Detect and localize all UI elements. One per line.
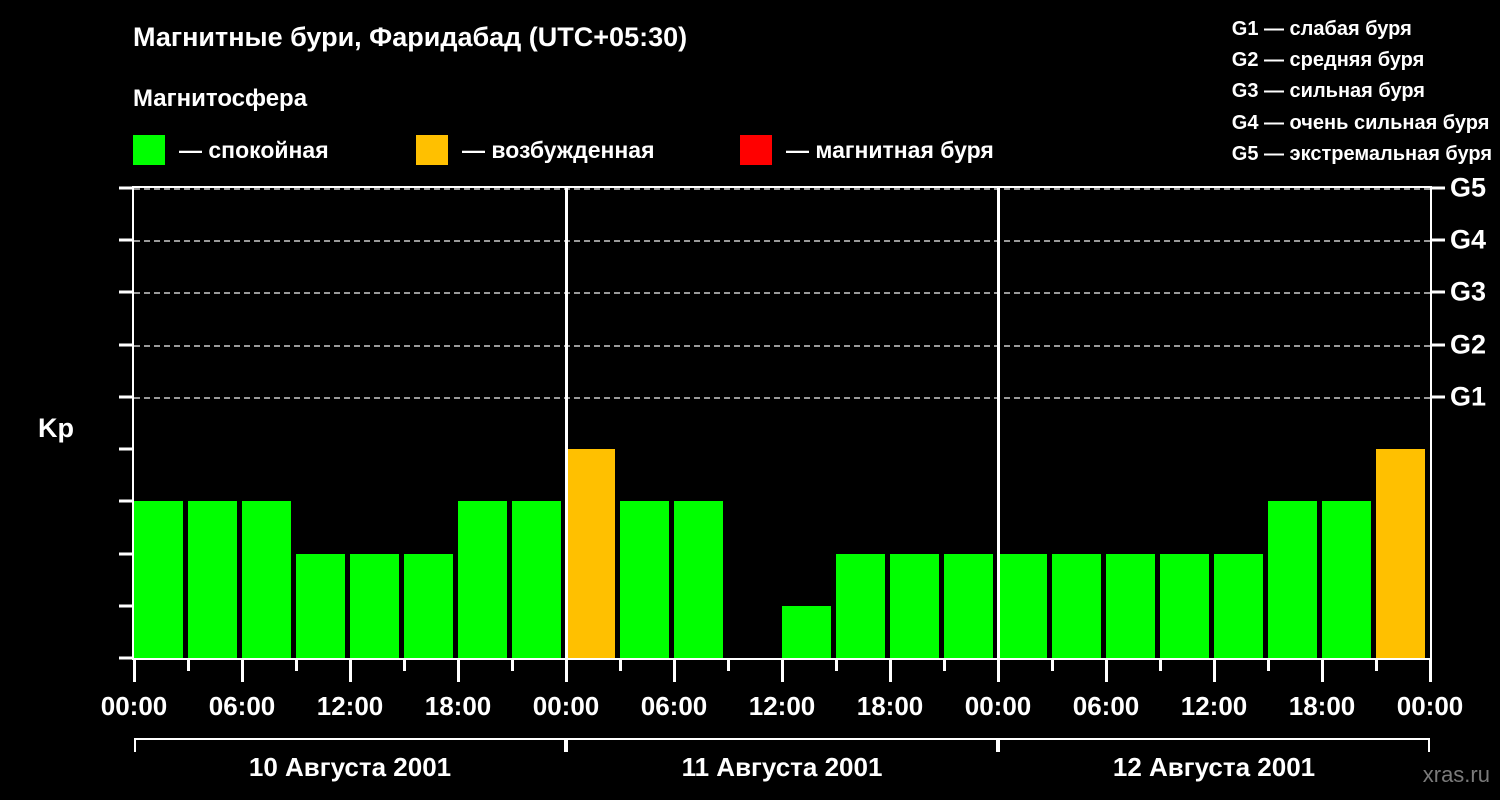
g-tick-mark-G3 (1432, 290, 1445, 294)
plot-inner (134, 188, 1430, 658)
gridline-kp-9 (134, 188, 1430, 190)
gridline-kp-7 (134, 292, 1430, 295)
state-legend: — спокойная — возбужденная — магнитная бур… (133, 135, 1033, 169)
g-tick-mark-G1 (1432, 395, 1445, 399)
gridline-kp-5 (134, 396, 1430, 399)
legend-item-calm: — спокойная (133, 135, 329, 165)
legend-label-calm: — спокойная (179, 136, 329, 163)
storm-scale-row-g4: G4 — очень сильная буря (1231, 111, 1490, 134)
legend-swatch-storm-icon (740, 135, 772, 165)
bar (1160, 553, 1209, 658)
y-tick-mark-4 (119, 447, 132, 451)
bar (1322, 501, 1371, 658)
storm-scale-row-g3: G3 — сильная буря (1231, 80, 1425, 103)
bar (1376, 449, 1425, 658)
y-tick-mark-9 (119, 186, 132, 190)
day-bracket (134, 738, 566, 752)
bar (674, 501, 723, 658)
legend-label-storm: — магнитная буря (786, 136, 994, 163)
day-label: 12 Августа 2001 (1112, 752, 1316, 782)
bar (1214, 553, 1263, 658)
bar (1106, 553, 1155, 658)
storm-scale-row-g2: G2 — средняя буря (1231, 49, 1425, 72)
bar (350, 553, 399, 658)
y-axis-title: Kp (38, 412, 74, 443)
bar (836, 553, 885, 658)
gridline-kp-6 (134, 344, 1430, 347)
bar (242, 501, 291, 658)
bar (890, 553, 939, 658)
bar (620, 501, 669, 658)
bar (566, 449, 615, 658)
y-tick-mark-0 (119, 656, 132, 660)
bar (512, 501, 561, 658)
page-title: Магнитные бури, Фаридабад (UTC+05:30) (133, 22, 688, 52)
y-tick-mark-5 (119, 395, 132, 399)
storm-scale-legend: G1 — слабая буря G2 — средняя буря G3 — си… (1232, 14, 1492, 170)
g-tick-label-G3: G3 (1450, 276, 1487, 307)
bar (134, 501, 183, 658)
y-tick-mark-1 (119, 604, 132, 608)
bar (944, 553, 993, 658)
bar (296, 553, 345, 658)
y-tick-mark-7 (119, 290, 132, 294)
magnetosphere-label: Магнитосфера (133, 85, 308, 112)
storm-scale-row-g1: G1 — слабая буря (1231, 18, 1412, 40)
bar (998, 553, 1047, 658)
legend-swatch-calm-icon (133, 135, 165, 165)
y-axis: 0123456789 (0, 0, 132, 800)
g-tick-label-G4: G4 (1450, 224, 1487, 255)
legend-item-excited: — возбужденная (416, 135, 655, 165)
g-tick-label-G5: G5 (1450, 172, 1487, 203)
y-tick-mark-6 (119, 343, 132, 347)
legend-item-storm: — магнитная буря (740, 135, 994, 165)
g-tick-mark-G2 (1432, 343, 1445, 347)
gridline-kp-8 (134, 240, 1430, 243)
bar (188, 501, 237, 658)
bar (458, 501, 507, 658)
g-tick-mark-G5 (1432, 186, 1445, 190)
chart-plot-area (132, 186, 1432, 660)
day-label: 11 Августа 2001 (681, 752, 883, 782)
y-tick-mark-2 (119, 552, 132, 556)
bar (1052, 553, 1101, 658)
y-tick-mark-3 (119, 499, 132, 503)
legend-label-excited: — возбужденная (462, 136, 655, 163)
watermark: xras.ru (1422, 762, 1490, 787)
storm-scale-row-g5: G5 — экстремальная буря (1231, 142, 1492, 165)
y-tick-mark-8 (119, 238, 132, 242)
g-tick-label-G1: G1 (1450, 381, 1487, 412)
g-tick-label-G2: G2 (1450, 329, 1487, 360)
legend-swatch-excited-icon (416, 135, 448, 165)
g-tick-mark-G4 (1432, 238, 1445, 242)
day-divider (564, 188, 568, 658)
bar (782, 605, 831, 658)
day-divider (996, 188, 1000, 658)
day-bracket (998, 738, 1430, 752)
bar (404, 553, 453, 658)
day-label: 10 Августа 2001 (248, 752, 452, 782)
bar (1268, 501, 1317, 658)
day-bracket (566, 738, 998, 752)
g-axis: G1 G2 G3 G4 G5 (1432, 0, 1500, 800)
